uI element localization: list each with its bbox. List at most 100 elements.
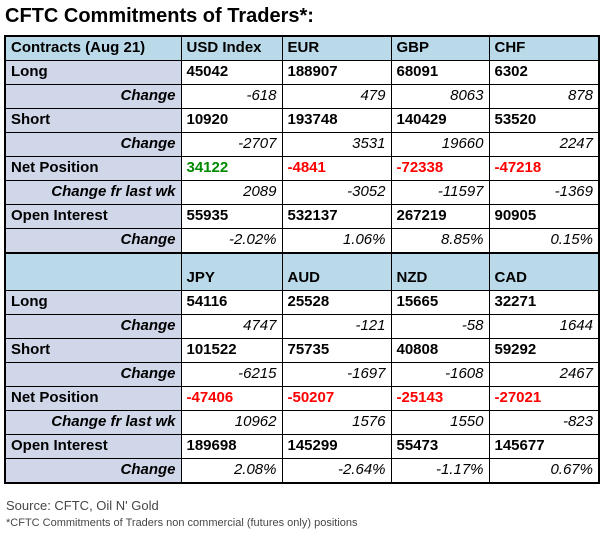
row-label: Change (4, 457, 182, 483)
value-cell: 6302 (488, 60, 600, 85)
row-label: Short (4, 108, 182, 133)
value-cell: 40808 (390, 337, 490, 363)
net-position-cell: -47218 (488, 156, 600, 181)
change-value-cell: -11597 (390, 180, 490, 205)
net-position-cell: -72338 (390, 156, 490, 181)
currency-header-cell: EUR (281, 35, 392, 61)
change-value-cell: -3052 (281, 180, 392, 205)
net-position-cell: -4841 (281, 156, 392, 181)
value-cell: 193748 (281, 108, 392, 133)
change-value-cell: -1608 (390, 361, 490, 387)
contracts-header-cell (4, 252, 182, 291)
contracts-header-cell: Contracts (Aug 21) (4, 35, 182, 61)
currency-header-cell: CHF (488, 35, 600, 61)
footnote-text: *CFTC Commitments of Traders non commerc… (6, 516, 358, 529)
row-label: Change (4, 132, 182, 157)
table-row: Open Interest 55935 532137 267219 90905 (4, 204, 600, 229)
cot-table: Contracts (Aug 21) USD Index EUR GBP CHF Long… (4, 35, 600, 484)
change-value-cell: -2.02% (180, 228, 283, 254)
value-cell: 101522 (180, 337, 283, 363)
table-row: Short 101522 75735 40808 59292 (4, 337, 600, 363)
change-value-cell: 0.15% (488, 228, 600, 254)
table-row: Change -6215 -1697 -1608 2467 (4, 361, 600, 387)
table-row: Change 2.08% -2.64% -1.17% 0.67% (4, 457, 600, 483)
row-label: Change fr last wk (4, 180, 182, 205)
page-title: CFTC Commitments of Traders*: (5, 5, 314, 27)
currency-header-cell: NZD (390, 252, 490, 291)
change-value-cell: -121 (281, 313, 392, 339)
table-row: Change -2.02% 1.06% 8.85% 0.15% (4, 228, 600, 254)
value-cell: 45042 (180, 60, 283, 85)
change-value-cell: 3531 (281, 132, 392, 157)
table-row: Open Interest 189698 145299 55473 145677 (4, 433, 600, 459)
value-cell: 10920 (180, 108, 283, 133)
change-value-cell: 2247 (488, 132, 600, 157)
change-value-cell: -58 (390, 313, 490, 339)
change-value-cell: 10962 (180, 409, 283, 435)
value-cell: 145299 (281, 433, 392, 459)
currency-header-cell: JPY (180, 252, 283, 291)
value-cell: 145677 (488, 433, 600, 459)
value-cell: 532137 (281, 204, 392, 229)
change-value-cell: 8063 (390, 84, 490, 109)
net-position-cell: -50207 (281, 385, 392, 411)
table-row: Change fr last wk 10962 1576 1550 -823 (4, 409, 600, 435)
currency-header-cell: USD Index (180, 35, 283, 61)
change-value-cell: -1369 (488, 180, 600, 205)
currency-header-cell: AUD (281, 252, 392, 291)
section-header-row: JPY AUD NZD CAD (4, 252, 600, 291)
value-cell: 15665 (390, 289, 490, 315)
change-value-cell: 0.67% (488, 457, 600, 483)
value-cell: 189698 (180, 433, 283, 459)
row-label: Change (4, 84, 182, 109)
change-value-cell: -2.64% (281, 457, 392, 483)
row-label: Short (4, 337, 182, 363)
table-row: Change fr last wk 2089 -3052 -11597 -1369 (4, 180, 600, 205)
change-value-cell: 2089 (180, 180, 283, 205)
row-label: Open Interest (4, 204, 182, 229)
currency-header-cell: GBP (390, 35, 490, 61)
change-value-cell: 8.85% (390, 228, 490, 254)
value-cell: 53520 (488, 108, 600, 133)
source-text: Source: CFTC, Oil N' Gold (6, 497, 159, 513)
value-cell: 59292 (488, 337, 600, 363)
value-cell: 90905 (488, 204, 600, 229)
net-position-cell: -47406 (180, 385, 283, 411)
table-row: Long 54116 25528 15665 32271 (4, 289, 600, 315)
row-label: Change (4, 361, 182, 387)
change-value-cell: 2.08% (180, 457, 283, 483)
row-label: Net Position (4, 385, 182, 411)
value-cell: 75735 (281, 337, 392, 363)
change-value-cell: 1550 (390, 409, 490, 435)
section-header-row: Contracts (Aug 21) USD Index EUR GBP CHF (4, 35, 600, 61)
row-label: Change fr last wk (4, 409, 182, 435)
change-value-cell: 19660 (390, 132, 490, 157)
row-label: Open Interest (4, 433, 182, 459)
table-row: Short 10920 193748 140429 53520 (4, 108, 600, 133)
value-cell: 188907 (281, 60, 392, 85)
value-cell: 55473 (390, 433, 490, 459)
value-cell: 54116 (180, 289, 283, 315)
change-value-cell: -2707 (180, 132, 283, 157)
row-label: Long (4, 60, 182, 85)
table-row: Net Position 34122 -4841 -72338 -47218 (4, 156, 600, 181)
change-value-cell: -1.17% (390, 457, 490, 483)
change-value-cell: 4747 (180, 313, 283, 339)
value-cell: 32271 (488, 289, 600, 315)
table-footer: Source: CFTC, Oil N' Gold *CFTC Commitme… (6, 498, 597, 529)
table-row: Net Position -47406 -50207 -25143 -27021 (4, 385, 600, 411)
change-value-cell: -6215 (180, 361, 283, 387)
change-value-cell: -618 (180, 84, 283, 109)
change-value-cell: 1644 (488, 313, 600, 339)
net-position-cell: -25143 (390, 385, 490, 411)
row-label: Change (4, 313, 182, 339)
change-value-cell: 479 (281, 84, 392, 109)
change-value-cell: 1.06% (281, 228, 392, 254)
currency-header-cell: CAD (488, 252, 600, 291)
change-value-cell: 1576 (281, 409, 392, 435)
table-row: Change -2707 3531 19660 2247 (4, 132, 600, 157)
net-position-cell: 34122 (180, 156, 283, 181)
change-value-cell: -823 (488, 409, 600, 435)
table-row: Change -618 479 8063 878 (4, 84, 600, 109)
